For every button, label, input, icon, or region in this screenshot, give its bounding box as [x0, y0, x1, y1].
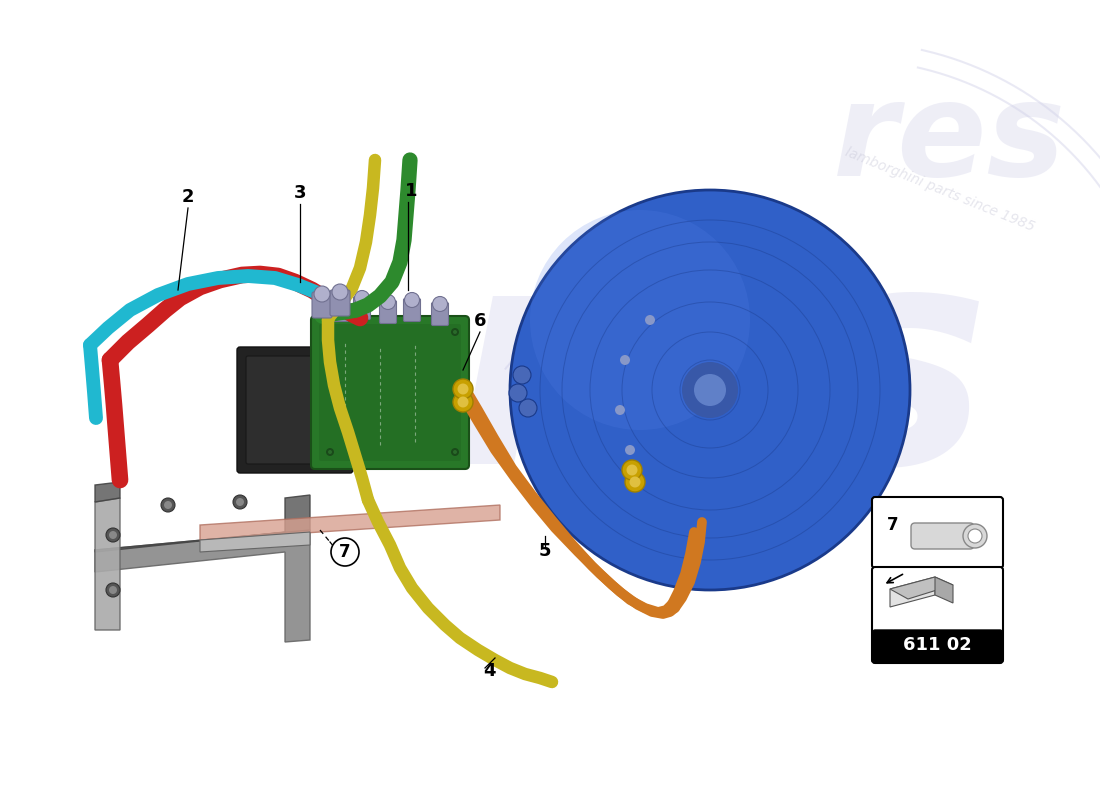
- Text: res: res: [834, 77, 1067, 203]
- Text: 2: 2: [182, 188, 195, 206]
- Circle shape: [519, 399, 537, 417]
- Circle shape: [109, 531, 117, 539]
- Circle shape: [625, 472, 645, 492]
- Circle shape: [620, 355, 630, 365]
- Circle shape: [451, 448, 459, 456]
- Polygon shape: [95, 495, 310, 552]
- Circle shape: [331, 538, 359, 566]
- Circle shape: [106, 528, 120, 542]
- Circle shape: [405, 293, 419, 307]
- Polygon shape: [890, 577, 953, 599]
- Text: 7: 7: [339, 543, 351, 561]
- Circle shape: [326, 328, 334, 336]
- Text: 1: 1: [405, 182, 417, 200]
- Polygon shape: [95, 498, 120, 630]
- Circle shape: [161, 498, 175, 512]
- Circle shape: [332, 284, 348, 300]
- Circle shape: [530, 210, 750, 430]
- Polygon shape: [200, 505, 500, 540]
- FancyBboxPatch shape: [330, 290, 350, 316]
- Circle shape: [694, 374, 726, 406]
- Circle shape: [328, 330, 332, 334]
- Text: 7: 7: [887, 516, 899, 534]
- Circle shape: [106, 583, 120, 597]
- Circle shape: [615, 405, 625, 415]
- FancyBboxPatch shape: [236, 347, 353, 473]
- Circle shape: [627, 465, 638, 475]
- Circle shape: [233, 495, 248, 509]
- Text: res: res: [450, 231, 990, 529]
- Circle shape: [314, 286, 330, 302]
- Circle shape: [432, 297, 448, 311]
- Circle shape: [109, 586, 117, 594]
- Circle shape: [645, 315, 654, 325]
- Circle shape: [513, 366, 531, 384]
- Circle shape: [968, 529, 982, 543]
- FancyBboxPatch shape: [873, 630, 1002, 662]
- Text: lamborghini parts since 1985: lamborghini parts since 1985: [502, 354, 799, 526]
- Circle shape: [625, 445, 635, 455]
- FancyBboxPatch shape: [319, 324, 461, 461]
- Polygon shape: [95, 530, 310, 642]
- FancyBboxPatch shape: [872, 567, 1003, 663]
- Circle shape: [453, 330, 456, 334]
- Text: 3: 3: [294, 184, 306, 202]
- FancyBboxPatch shape: [353, 297, 371, 319]
- Polygon shape: [890, 577, 935, 607]
- Text: 4: 4: [483, 662, 495, 680]
- Circle shape: [453, 450, 456, 454]
- Polygon shape: [200, 532, 310, 552]
- Circle shape: [458, 383, 469, 394]
- Circle shape: [962, 524, 987, 548]
- Circle shape: [354, 290, 370, 306]
- FancyBboxPatch shape: [404, 298, 420, 322]
- Circle shape: [682, 362, 738, 418]
- Circle shape: [451, 328, 459, 336]
- Circle shape: [629, 477, 640, 487]
- Circle shape: [621, 460, 642, 480]
- Circle shape: [332, 293, 348, 307]
- Circle shape: [328, 450, 332, 454]
- FancyBboxPatch shape: [311, 316, 469, 469]
- Text: lamborghini parts since 1985: lamborghini parts since 1985: [844, 146, 1037, 234]
- FancyBboxPatch shape: [246, 356, 344, 464]
- FancyBboxPatch shape: [911, 523, 974, 549]
- Circle shape: [164, 501, 172, 509]
- Text: 6: 6: [474, 312, 486, 330]
- Circle shape: [236, 498, 244, 506]
- Circle shape: [326, 448, 334, 456]
- Text: 611 02: 611 02: [903, 636, 971, 654]
- Polygon shape: [95, 482, 120, 502]
- Text: 5: 5: [539, 542, 551, 560]
- FancyBboxPatch shape: [431, 302, 449, 326]
- FancyBboxPatch shape: [312, 292, 332, 318]
- Circle shape: [453, 379, 473, 399]
- Circle shape: [453, 392, 473, 412]
- Circle shape: [510, 190, 910, 590]
- FancyBboxPatch shape: [379, 301, 396, 323]
- FancyBboxPatch shape: [872, 497, 1003, 568]
- Circle shape: [381, 294, 396, 310]
- FancyBboxPatch shape: [331, 298, 349, 322]
- Polygon shape: [935, 577, 953, 603]
- Circle shape: [458, 397, 469, 407]
- Circle shape: [509, 384, 527, 402]
